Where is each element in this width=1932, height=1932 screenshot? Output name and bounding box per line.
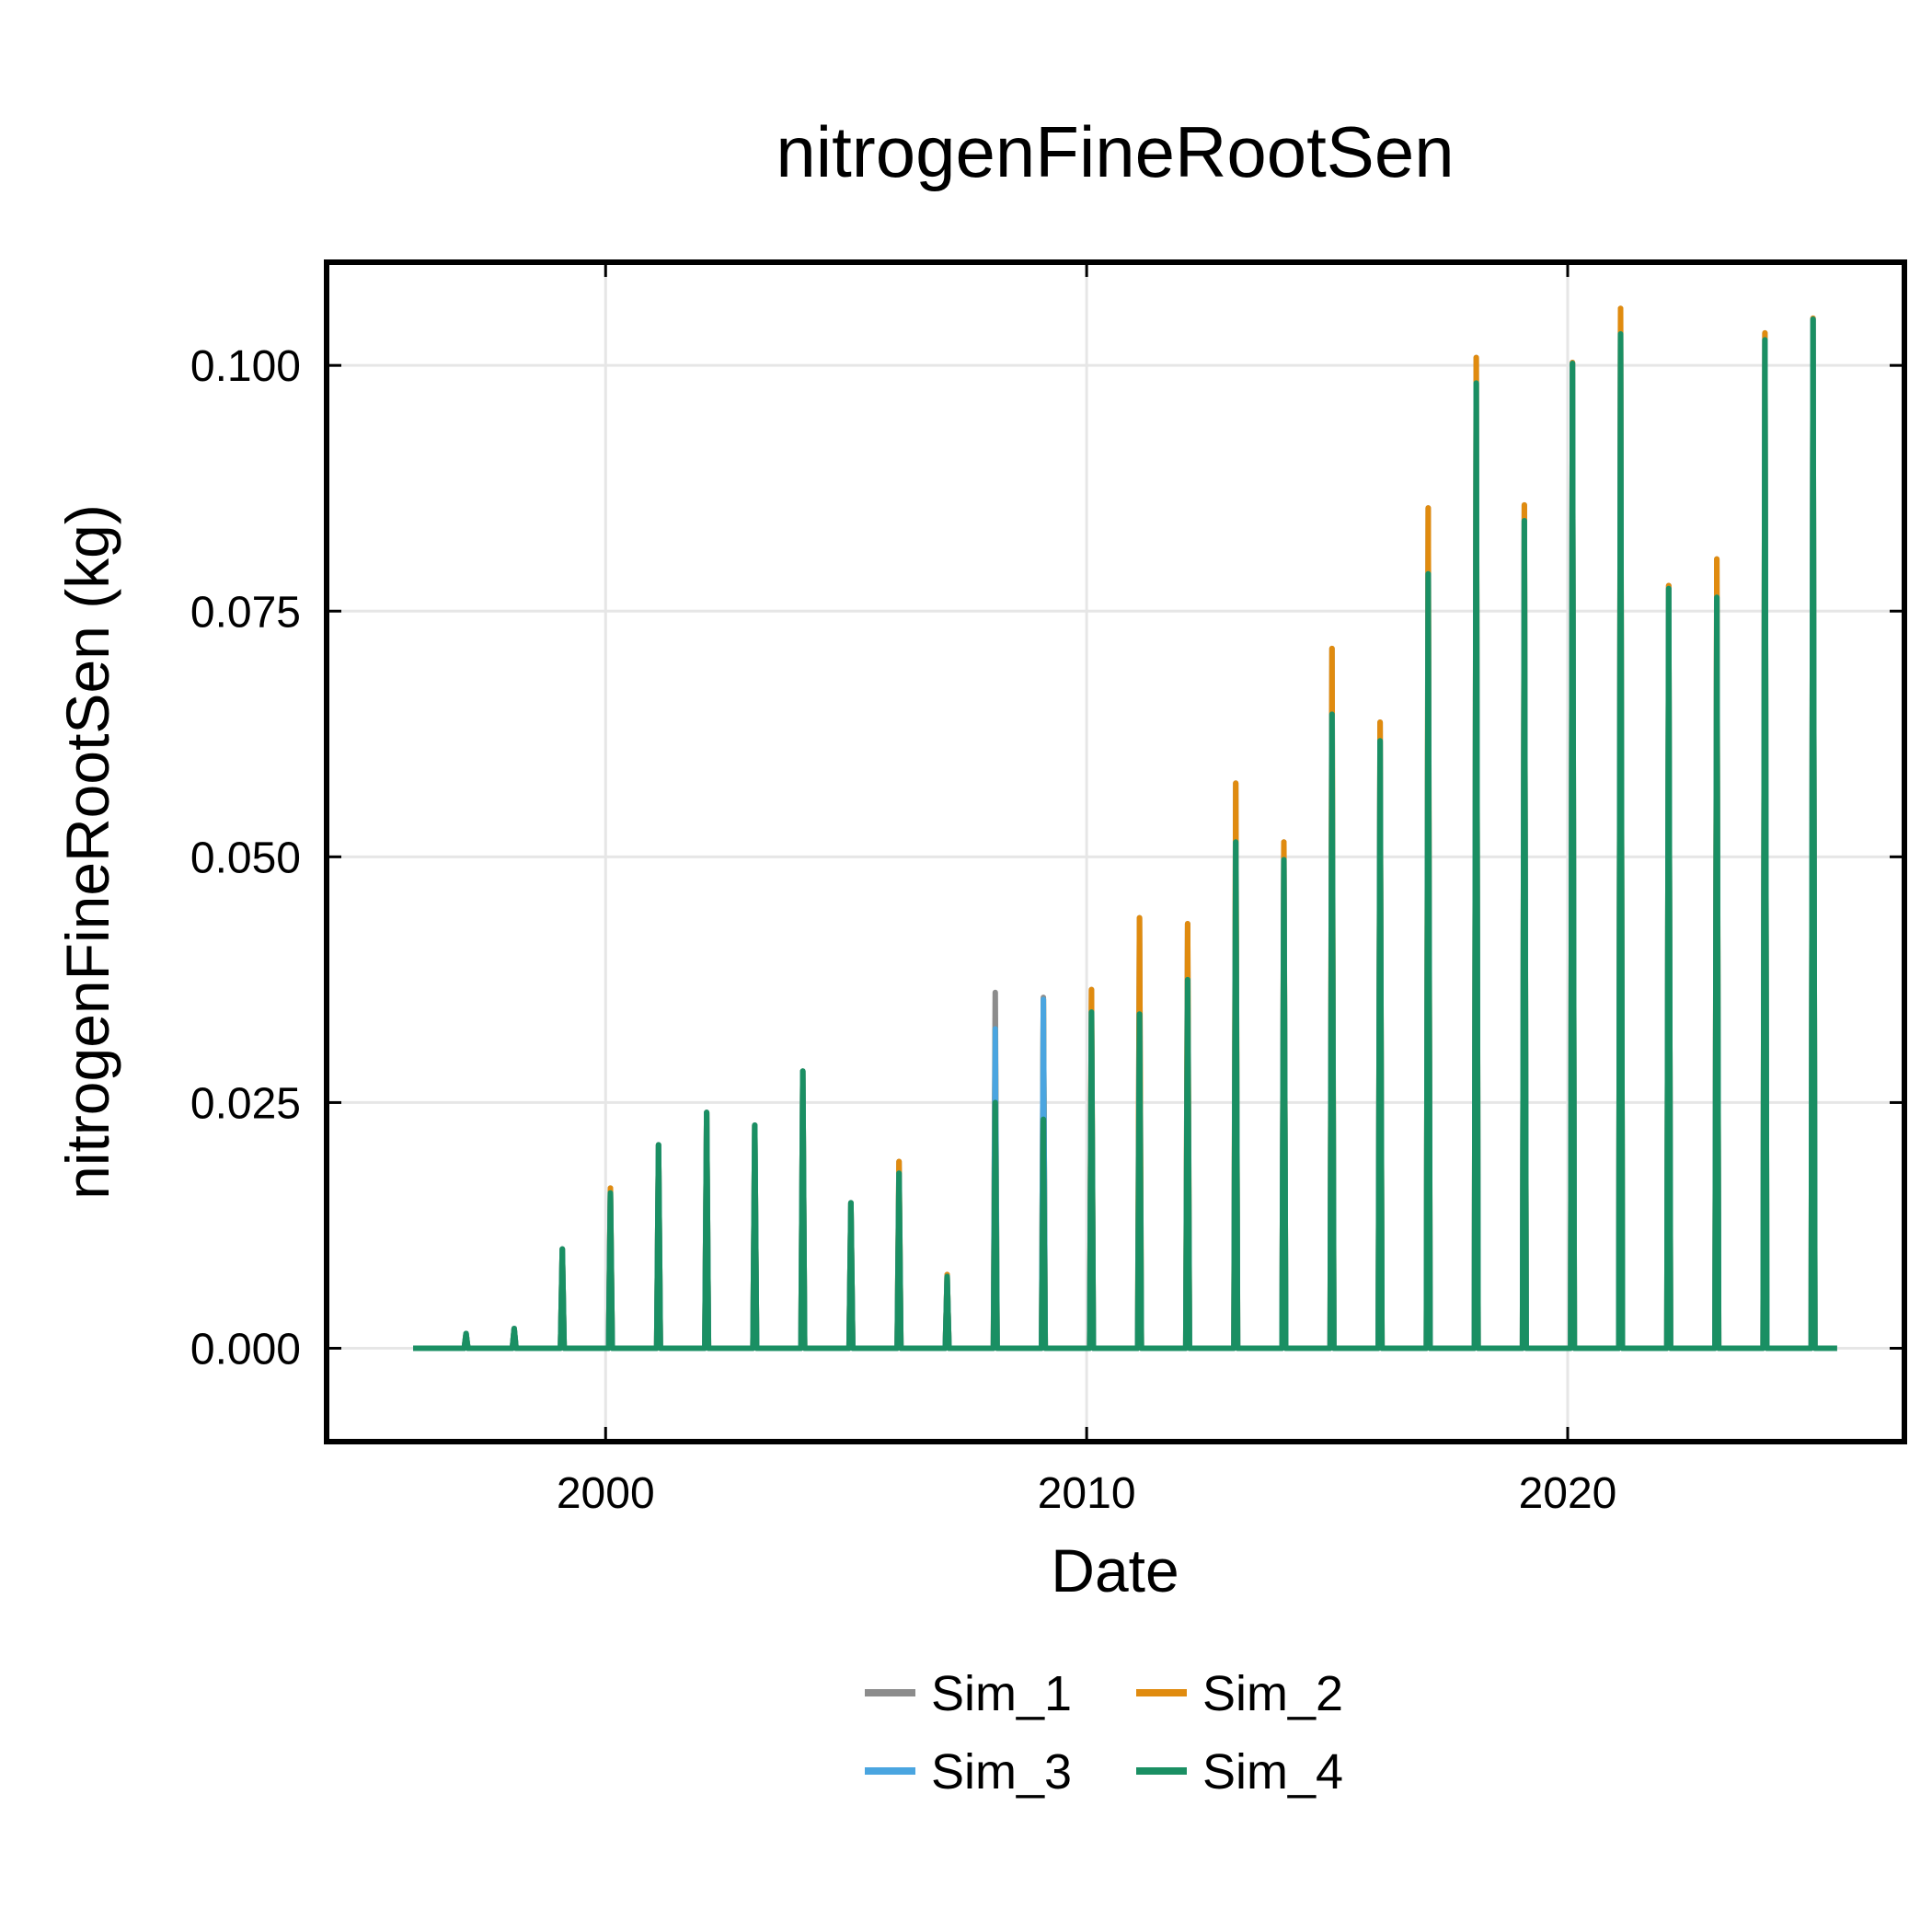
chart-title: nitrogenFineRootSen (776, 111, 1454, 192)
series-layer (413, 305, 1837, 1351)
x-tick-label: 2000 (557, 1469, 655, 1518)
legend-label: Sim_3 (931, 1744, 1072, 1800)
x-axis-label: Date (1051, 1536, 1179, 1604)
legend-label: Sim_4 (1202, 1744, 1343, 1800)
y-tick-label: 0.100 (190, 342, 301, 391)
series-line-sim-4 (413, 316, 1837, 1351)
x-tick-label: 2020 (1519, 1469, 1617, 1518)
axis-ticks: 2000 2010 2020 0.000 0.025 0.050 0.075 0.100 (190, 262, 1904, 1518)
x-tick-label: 2010 (1038, 1469, 1136, 1518)
y-tick-label: 0.050 (190, 834, 301, 882)
legend-label: Sim_1 (931, 1666, 1072, 1721)
y-tick-label: 0.000 (190, 1326, 301, 1374)
y-axis-label: nitrogenFineRootSen (kg) (53, 504, 121, 1200)
y-tick-label: 0.025 (190, 1079, 301, 1128)
y-tick-label: 0.075 (190, 588, 301, 637)
legend-label: Sim_2 (1202, 1666, 1343, 1721)
plot-frame (324, 259, 1907, 1444)
legend: Sim_1 Sim_2 Sim_3 Sim_4 (865, 1666, 1343, 1800)
